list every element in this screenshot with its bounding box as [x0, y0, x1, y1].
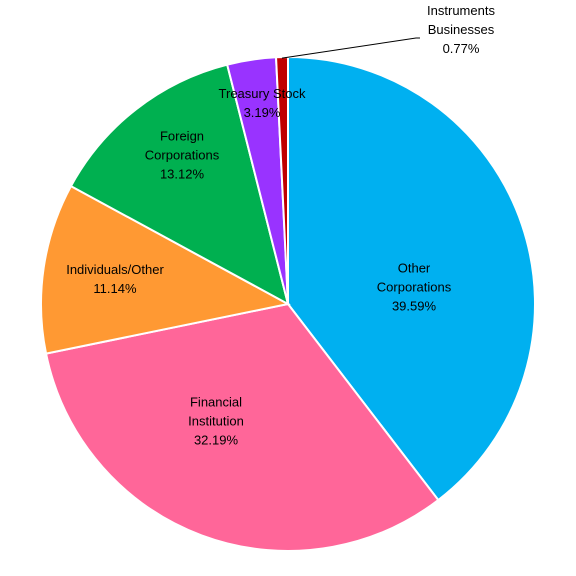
pie-slice-foreign-corporations	[69, 63, 290, 306]
data-label-name-line: Institution	[188, 414, 244, 429]
leaders-layer	[281, 37, 420, 59]
data-label-percent: 0.77%	[443, 41, 480, 56]
data-label-percent: 11.14%	[93, 281, 137, 296]
data-label-treasury-stock: Treasury Stock 3.19%	[219, 86, 306, 120]
data-label-name-line: Corporations	[377, 280, 452, 295]
data-label-name-line: Instruments	[427, 3, 495, 18]
data-label-percent: 32.19%	[194, 433, 239, 448]
data-label-name-line: Other	[398, 261, 431, 276]
data-label-name-line: Financial	[190, 395, 242, 410]
data-label-financial-institution: Financial Institution 32.19%	[188, 395, 244, 448]
data-label-name-line: Foreign	[160, 129, 204, 144]
data-label-name-line: Corporations	[145, 148, 220, 163]
data-label-other-corporations: Other Corporations 39.59%	[377, 261, 452, 314]
data-label-percent: 39.59%	[392, 299, 437, 314]
data-label-name-line: Businesses	[428, 22, 495, 37]
slices-layer	[40, 55, 536, 552]
data-label-financial-instruments-businesses: FinancialInstrumentsBusinesses0.77%	[427, 0, 495, 56]
data-label-percent: 13.12%	[160, 167, 205, 182]
data-label-percent: 3.19%	[244, 105, 281, 120]
data-label-name-line: Individuals/Other	[66, 262, 164, 277]
leader-line-financial-instruments-businesses	[281, 37, 420, 59]
labels-layer: Other Corporations 39.59% Financial Institut…	[66, 0, 495, 448]
data-label-name-line: Treasury Stock	[219, 86, 306, 101]
pie-slice-financial-institution	[44, 302, 440, 552]
pie-slice-individuals-other	[40, 184, 291, 355]
data-label-foreign-corporations: Foreign Corporations 13.12%	[145, 129, 220, 182]
pie-slice-other-corporations	[287, 55, 536, 502]
data-label-individuals-other: Individuals/Other 11.14%	[66, 262, 164, 296]
